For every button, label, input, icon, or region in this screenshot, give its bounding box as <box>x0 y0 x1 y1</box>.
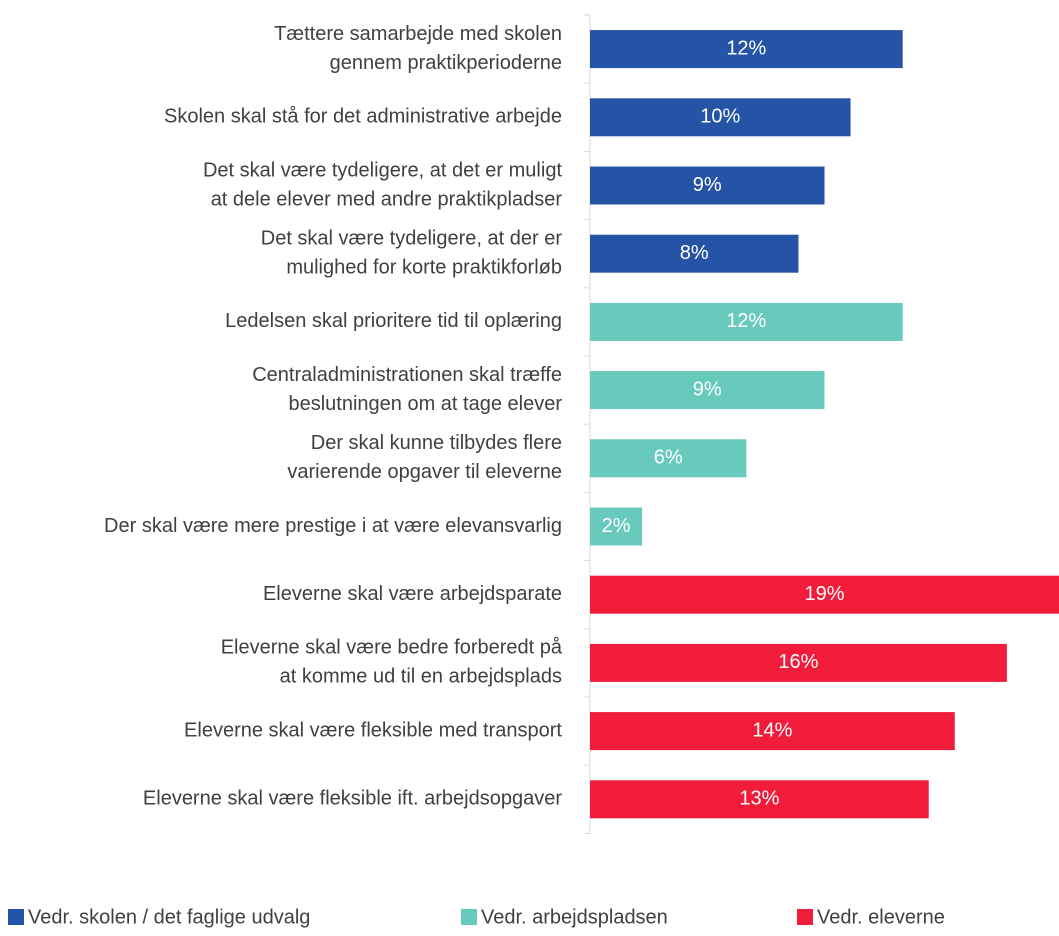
category-label: varierende opgaver til eleverne <box>287 461 562 483</box>
category-label: Ledelsen skal prioritere tid til oplærin… <box>225 310 562 332</box>
legend-label: Vedr. eleverne <box>817 906 945 928</box>
bar <box>590 98 851 137</box>
bar <box>590 780 929 819</box>
bar <box>590 302 903 341</box>
legend-label: Vedr. arbejdspladsen <box>481 906 668 928</box>
category-label: Skolen skal stå for det administrative a… <box>164 106 562 128</box>
bar <box>590 643 1007 682</box>
legend-swatch <box>461 909 477 925</box>
value-label: 10% <box>700 106 740 128</box>
category-label: mulighed for korte praktikforløb <box>286 256 562 278</box>
category-label: beslutningen om at tage elever <box>288 393 562 415</box>
bar <box>590 712 955 751</box>
category-label: Centraladministrationen skal træffe <box>252 364 562 386</box>
category-label: gennem praktikperioderne <box>330 52 562 74</box>
value-label: 19% <box>804 583 844 605</box>
legend-swatch <box>797 909 813 925</box>
value-label: 6% <box>654 447 683 469</box>
bar <box>590 507 643 546</box>
category-label: at komme ud til en arbejdsplads <box>280 666 562 688</box>
category-label: Det skal være tydeligere, at det er muli… <box>203 159 562 181</box>
category-label: at dele elever med andre praktikpladser <box>211 188 563 210</box>
category-label: Tættere samarbejde med skolen <box>274 23 562 45</box>
category-label: Der skal være mere prestige i at være el… <box>104 515 562 537</box>
category-label: Eleverne skal være bedre forberedt på <box>221 637 563 659</box>
value-label: 12% <box>726 310 766 332</box>
value-label: 9% <box>693 378 722 400</box>
value-label: 13% <box>739 788 779 810</box>
value-label: 16% <box>778 651 818 673</box>
category-label: Eleverne skal være arbejdsparate <box>263 583 562 605</box>
bar <box>590 371 825 410</box>
value-label: 14% <box>752 719 792 741</box>
value-label: 12% <box>726 37 766 59</box>
category-label: Det skal være tydeligere, at der er <box>261 227 563 249</box>
bar <box>590 30 903 69</box>
bar <box>590 166 825 205</box>
bar <box>590 234 799 273</box>
category-label: Der skal kunne tilbydes flere <box>311 432 562 454</box>
value-label: 9% <box>693 174 722 196</box>
legend-swatch <box>8 909 24 925</box>
value-label: 8% <box>680 242 709 264</box>
bar <box>590 575 1059 614</box>
bar <box>590 439 747 478</box>
category-label: Eleverne skal være fleksible med transpo… <box>184 719 562 741</box>
legend-label: Vedr. skolen / det faglige udvalg <box>28 906 310 928</box>
value-label: 2% <box>602 515 631 537</box>
category-label: Eleverne skal være fleksible ift. arbejd… <box>143 788 562 810</box>
